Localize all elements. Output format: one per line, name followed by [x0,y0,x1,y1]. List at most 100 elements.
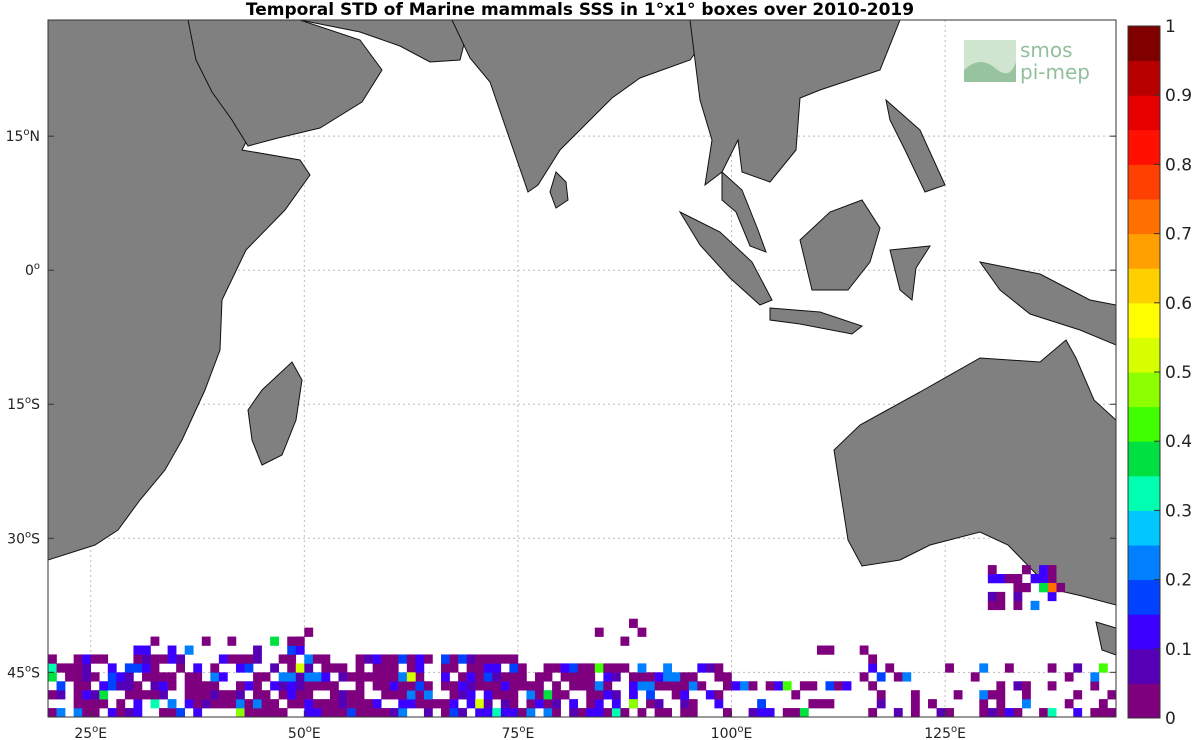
std-cell [620,663,630,673]
std-cell [73,672,83,682]
std-cell [56,663,66,673]
std-cell [500,699,510,709]
std-cell [740,681,749,691]
colorbar-segment [1128,545,1160,581]
std-cell [167,645,177,655]
std-cell [996,681,1006,691]
std-cell [859,645,869,655]
colorbar-tick-label: 0.3 [1165,501,1192,521]
std-cell [569,699,579,709]
colorbar-segment [1128,233,1160,269]
std-cell [116,681,126,691]
std-cell [329,708,339,717]
std-cell [902,672,912,682]
colorbar-segment [1128,406,1160,442]
std-cell [799,681,809,691]
std-cell [1013,582,1023,593]
std-cell [552,699,561,709]
std-cell [1090,681,1100,691]
std-cell [270,663,279,673]
arabian-peninsula-landmass [187,20,383,147]
std-cell [466,699,476,709]
std-cell [552,690,561,700]
std-cell [688,708,698,717]
std-cell [996,699,1006,709]
std-cell [347,690,356,700]
std-cell [65,663,74,673]
std-cell [765,681,775,691]
std-cell [475,699,485,709]
madagascar-landmass [247,361,303,466]
std-cell [141,672,151,682]
std-cell [663,672,673,682]
std-cell [449,663,459,673]
std-cell [73,708,83,717]
std-cell [552,681,561,691]
std-cell [235,663,245,673]
std-cell [355,690,365,700]
std-cell [663,708,673,717]
lon-tick-label: 100oE [711,724,753,740]
std-cell [1098,663,1108,673]
std-cell [218,690,228,700]
std-cell [56,681,66,691]
std-cell [150,699,160,709]
std-cell [1039,708,1048,717]
std-cell [227,690,237,700]
std-cell [1047,591,1057,602]
std-cell [278,708,288,717]
std-cell [184,699,194,709]
std-cell [526,690,536,700]
std-cell [868,681,878,691]
std-cell [603,672,613,682]
std-cell [244,663,254,673]
latitude-axis: 15oN 0o 15oS 30oS 45oS [6,127,1116,681]
std-cell [441,699,450,709]
std-cell [475,681,485,691]
std-cell [594,627,604,637]
std-cell [1022,681,1031,691]
std-cell [321,672,331,682]
std-cell [381,708,391,717]
std-cell [398,681,408,691]
logo-text-line2: pi-mep [1020,60,1090,84]
std-cell [449,690,459,700]
std-cell [116,672,126,682]
std-cell [500,654,510,664]
std-cell [594,708,604,717]
std-cell [441,672,450,682]
colorbar-segment [1128,614,1160,650]
colorbar-segment [1128,164,1160,200]
std-cell [449,654,459,664]
india-landmass [451,20,721,193]
std-cell [338,663,348,673]
std-cell [133,654,143,664]
std-cell [1039,582,1048,593]
std-cell [628,618,638,628]
std-cell [979,663,989,673]
std-cell [261,699,271,709]
std-cell [389,681,399,691]
std-cell [90,708,100,717]
std-cell [1022,565,1031,575]
std-cell [791,708,801,717]
std-cell [748,681,758,691]
std-cell [688,699,698,709]
std-cell [372,654,382,664]
colorbar-segment [1128,510,1160,546]
std-cell [517,708,527,717]
std-cell [381,654,391,664]
std-cell [526,699,536,709]
std-cell [671,690,681,700]
std-cell [449,708,459,717]
std-cell [722,672,732,682]
std-cell [987,565,997,575]
sri-lanka-landmass [549,171,569,209]
std-cell [389,690,399,700]
std-cell [321,654,331,664]
std-cell [449,699,459,709]
map-frame [47,19,1117,718]
std-cell [338,708,348,717]
logo: smos pi-mep [964,38,1090,84]
std-cell [722,681,732,691]
